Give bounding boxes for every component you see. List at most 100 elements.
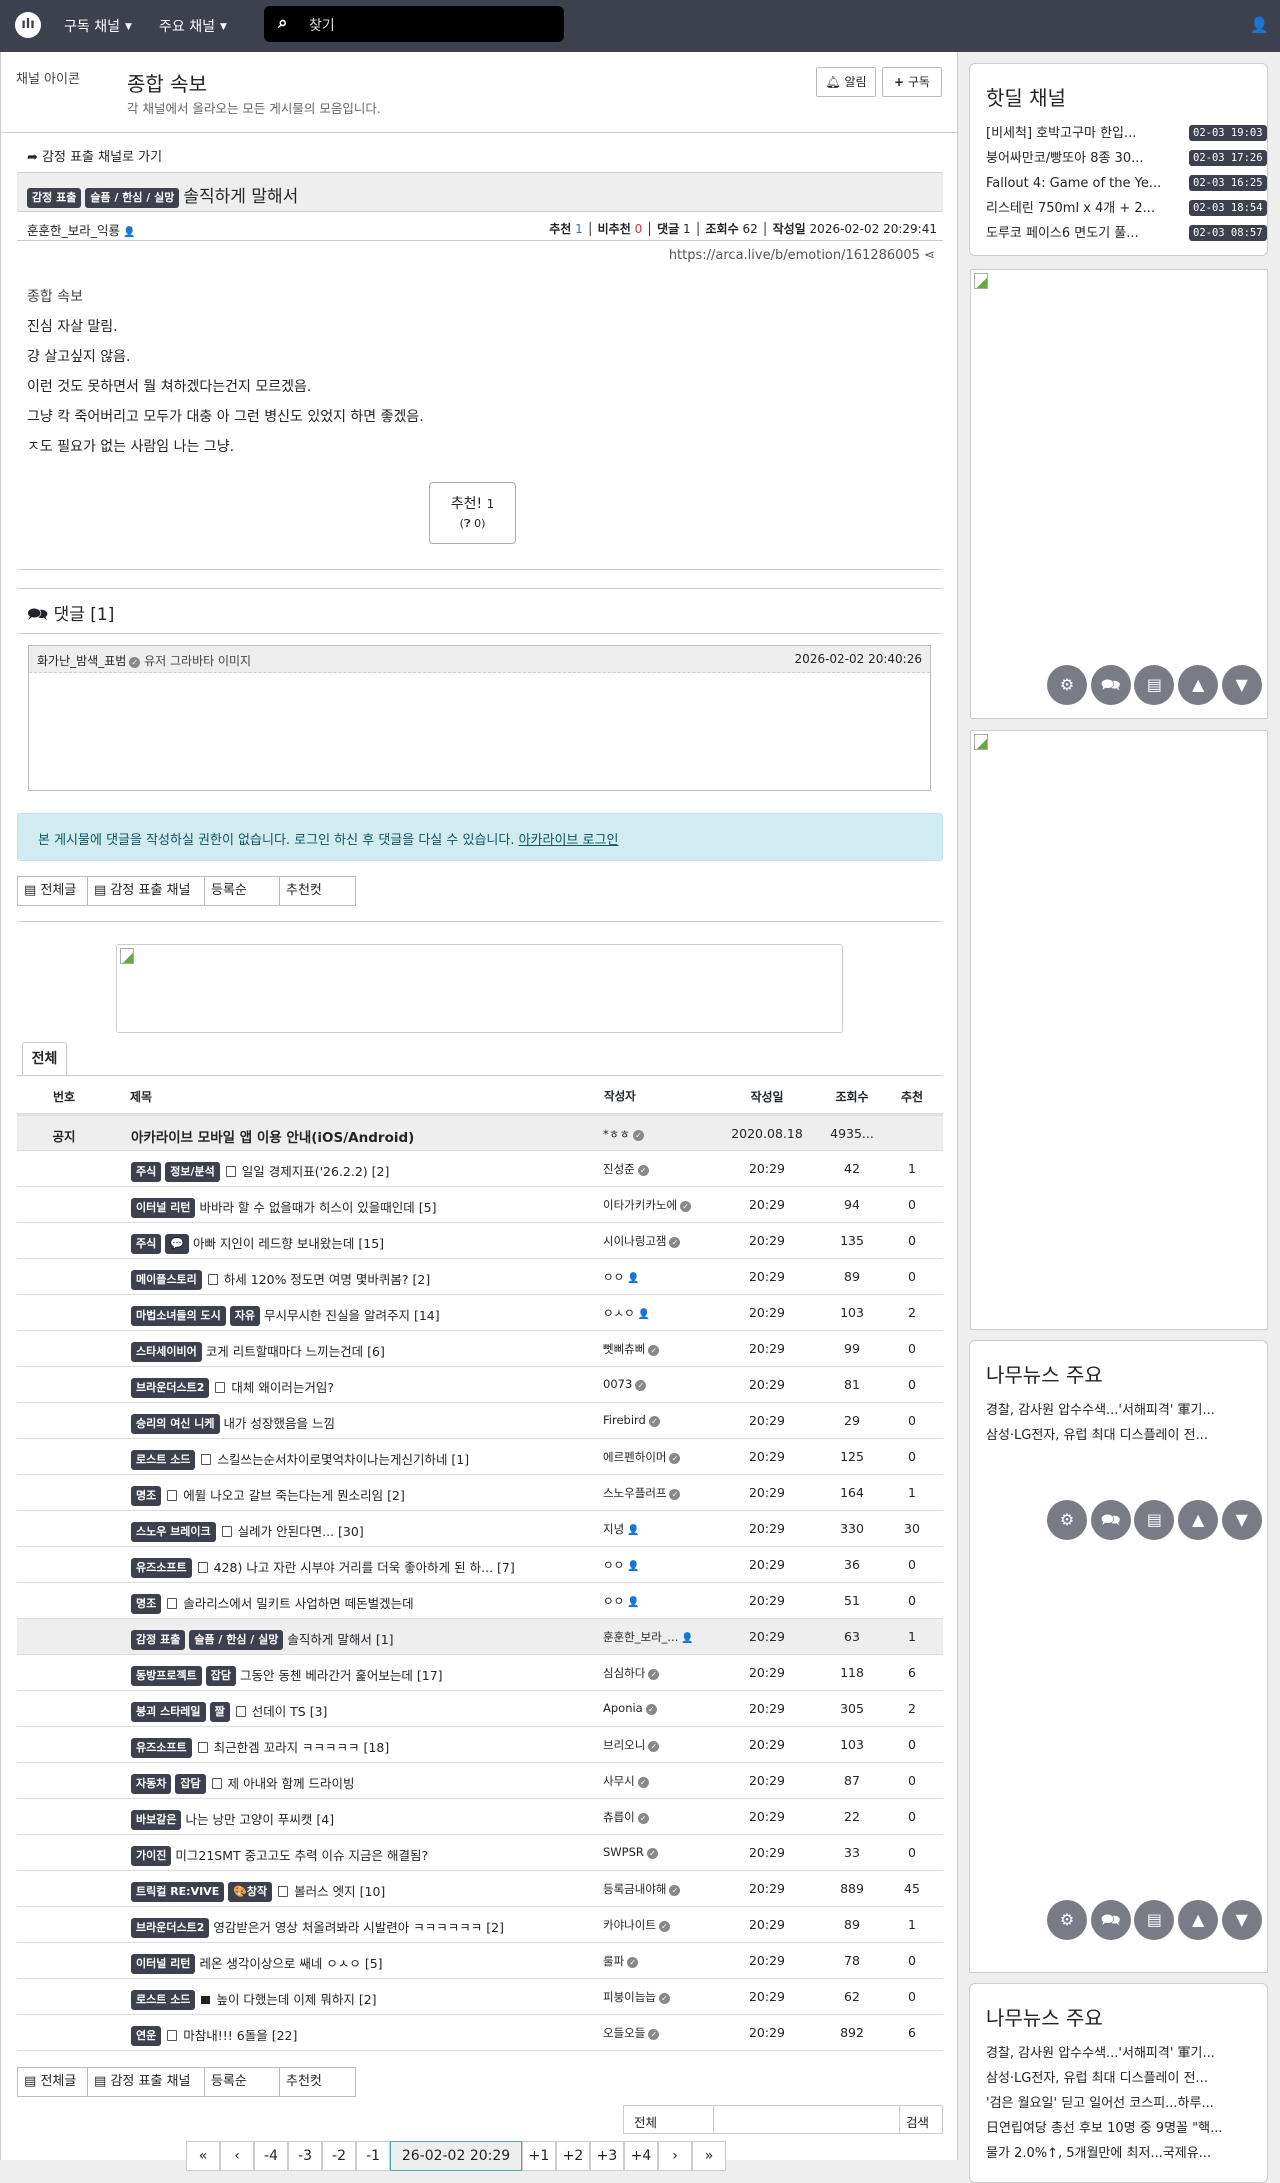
category-badge[interactable]: 자동차	[131, 1774, 172, 1794]
table-row[interactable]: 붕괴 스타레일 짤 선데이 TS [3] Aponia ✓ 20:29 305 2	[17, 1691, 943, 1727]
post-title-cell[interactable]: 브라운더스트2 영감받은거 영상 처올려봐라 시발련아 ㅋㅋㅋㅋㅋㅋ [2]	[131, 1917, 504, 1938]
post-title-cell[interactable]: 마법소녀들의 도시 자유 무시무시한 진실을 알려주지 [14]	[131, 1305, 440, 1326]
page-link[interactable]: -4	[254, 2141, 288, 2171]
category-badge[interactable]: 명조	[131, 1594, 162, 1614]
subscribed-channels-dropdown[interactable]: 구독 채널 ▼	[64, 16, 132, 36]
page-link[interactable]: +4	[624, 2141, 658, 2171]
post-author[interactable]: 룰파 ✓	[603, 1953, 639, 1969]
comments-button[interactable]: 🗪︎	[1090, 665, 1131, 705]
category-badge[interactable]: 트릭컬 RE:VIVE	[131, 1882, 225, 1902]
post-title-cell[interactable]: 주식 정보/분석 일일 경제지표('26.2.2) [2]	[131, 1161, 389, 1182]
post-author[interactable]: 등록금내야해 ✓	[603, 1881, 681, 1897]
post-author[interactable]: 브리오니 ✓	[603, 1737, 660, 1753]
table-row[interactable]: 로스트 소드 높이 다했는데 이제 뭐하지 [2] 피붕이늡늡 ✓ 20:29 62 0	[17, 1979, 943, 2015]
category-badge[interactable]: 연운	[131, 2026, 162, 2046]
page-link[interactable]: »	[692, 2141, 726, 2171]
category-badge[interactable]: 슬픔 / 한심 / 실망	[85, 188, 180, 208]
post-author[interactable]: ㅇㅇ 👤	[603, 1593, 640, 1609]
table-row[interactable]: 명조 솔라리스에서 밀키트 사업하면 떼돈벌겠는데 ㅇㅇ 👤 20:29 51 0	[17, 1583, 943, 1619]
table-row[interactable]: 브라운더스트2 대체 왜이러는거임? 0073 ✓ 20:29 81 0	[17, 1367, 943, 1403]
category-badge[interactable]: 이터널 리턴	[131, 1954, 196, 1974]
category-badge[interactable]: 이터널 리턴	[131, 1198, 196, 1218]
search-keyword-input[interactable]	[714, 2106, 900, 2133]
table-row[interactable]: 이터널 리턴 바바라 할 수 없을때가 히스이 있을때인데 [5] 이타가키카노에 ✓…	[17, 1187, 943, 1223]
post-author[interactable]: 츄릅이 ✓	[603, 1809, 649, 1825]
best-cut-button[interactable]: 추천컷	[280, 877, 355, 905]
category-badge[interactable]: 💬	[165, 1234, 189, 1254]
post-title-cell[interactable]: 연운 마참내!!! 6돌을 [22]	[131, 2025, 297, 2046]
arrow-down-button[interactable]: ▼	[1221, 1500, 1262, 1540]
category-badge[interactable]: 주식	[131, 1234, 162, 1254]
post-title-cell[interactable]: 이터널 리턴 바바라 할 수 없을때가 히스이 있을때인데 [5]	[131, 1197, 437, 1218]
hotdeal-item[interactable]: 붕어싸만코/빵또아 8종 30... 02-03 17:26	[986, 146, 1267, 171]
article-author[interactable]: 훈훈한_보라_익룡 👤	[27, 220, 135, 239]
post-author[interactable]: 진성준 ✓	[603, 1161, 649, 1177]
table-row[interactable]: 트릭컬 RE:VIVE 🎨창작 볼러스 엣지 [10] 등록금내야해 ✓ 20:29 889…	[17, 1871, 943, 1907]
table-row[interactable]: 스타세이비어 코게 리트할때마다 느끼는건데 [6] 뻿삐츄삐 ✓ 20:29 99 0	[17, 1331, 943, 1367]
post-title-cell[interactable]: 자동차 잡담 제 아내와 함께 드라이빙	[131, 1773, 355, 1794]
ad-banner[interactable]	[116, 944, 843, 1033]
tab-all[interactable]: 전체	[22, 1042, 67, 1076]
category-badge[interactable]: 로스트 소드	[131, 1990, 196, 2010]
arrow-up-button[interactable]: ▲	[1178, 1500, 1219, 1540]
post-title-cell[interactable]: 스노우 브레이크 실례가 안된다면... [30]	[131, 1521, 364, 1542]
category-badge[interactable]: 마법소녀들의 도시	[131, 1306, 226, 1326]
hotdeal-item[interactable]: 리스테린 750ml x 4개 + 2... 02-03 18:54	[986, 196, 1267, 221]
post-author[interactable]: 카야나이트 ✓	[603, 1917, 670, 1933]
post-author[interactable]: 0073 ✓	[603, 1377, 647, 1391]
search-input[interactable]: ⌕ 찾기	[264, 6, 564, 42]
major-channels-dropdown[interactable]: 주요 채널 ▼	[159, 16, 227, 36]
category-badge[interactable]: 바보같은	[131, 1810, 182, 1830]
table-row[interactable]: 감정 표출 슬픔 / 한심 / 실망 솔직하게 말해서 [1] 훈훈한_보라_... 👤…	[17, 1619, 943, 1655]
category-badge[interactable]: 감정 표출	[131, 1630, 186, 1650]
category-badge[interactable]: 잡담	[205, 1666, 236, 1686]
post-author[interactable]: 피붕이늡늡 ✓	[603, 1989, 670, 2005]
arrow-down-button[interactable]: ▼	[1221, 1900, 1262, 1940]
arrow-up-button[interactable]: ▲	[1178, 1900, 1219, 1940]
post-title-cell[interactable]: 가이진 미그21SMT 중고고도 추력 이슈 지금은 해결됨?	[131, 1845, 428, 1866]
page-link[interactable]: -1	[356, 2141, 390, 2171]
comments-button[interactable]: 🗪︎	[1090, 1500, 1131, 1540]
news-item[interactable]: '검은 월요일' 딛고 일어선 코스피...하루...	[986, 2096, 1214, 2111]
news-item[interactable]: 日연립여당 총선 후보 10명 중 9명꼴 "핵...	[986, 2121, 1223, 2136]
category-badge[interactable]: 🎨창작	[228, 1882, 273, 1902]
post-author[interactable]: 사무시 ✓	[603, 1773, 649, 1789]
post-author[interactable]: 이타가키카노에 ✓	[603, 1197, 692, 1213]
post-author[interactable]: 지녕 👤	[603, 1521, 640, 1537]
post-title-cell[interactable]: 붕괴 스타레일 짤 선데이 TS [3]	[131, 1701, 327, 1722]
page-link[interactable]: «	[186, 2141, 220, 2171]
news-item[interactable]: 물가 2.0%↑, 5개월만에 최저...국제유...	[986, 2146, 1212, 2161]
table-row[interactable]: 가이진 미그21SMT 중고고도 추력 이슈 지금은 해결됨? SWPSR ✓ 20:2…	[17, 1835, 943, 1871]
table-row[interactable]: 스노우 브레이크 실례가 안된다면... [30] 지녕 👤 20:29 330 30	[17, 1511, 943, 1547]
table-row[interactable]: 자동차 잡담 제 아내와 함께 드라이빙 사무시 ✓ 20:29 87 0	[17, 1763, 943, 1799]
table-row[interactable]: 연운 마참내!!! 6돌을 [22] 오들오들 ✓ 20:29 892 6	[17, 2015, 943, 2051]
category-badge[interactable]: 짤	[209, 1702, 230, 1722]
arrow-up-button[interactable]: ▲	[1178, 665, 1219, 705]
post-title-cell[interactable]: 브라운더스트2 대체 왜이러는거임?	[131, 1377, 334, 1398]
table-row[interactable]: 마법소녀들의 도시 자유 무시무시한 진실을 알려주지 [14] ㅇㅅㅇ 👤 20:29 1…	[17, 1295, 943, 1331]
post-author[interactable]: 스노우플러프 ✓	[603, 1485, 681, 1501]
category-badge[interactable]: 유즈소프트	[131, 1558, 192, 1578]
post-author[interactable]: SWPSR ✓	[603, 1845, 658, 1859]
post-title-cell[interactable]: 명조 에뮐 나오고 갈브 죽는다는게 뭔소리임 [2]	[131, 1485, 405, 1506]
category-badge[interactable]: 명조	[131, 1486, 162, 1506]
list-button[interactable]: ▤	[1134, 1900, 1175, 1940]
table-row[interactable]: 브라운더스트2 영감받은거 영상 처올려봐라 시발련아 ㅋㅋㅋㅋㅋㅋ [2] 카야나…	[17, 1907, 943, 1943]
news-item[interactable]: 삼성·LG전자, 유럽 최대 디스플레이 전...	[986, 2071, 1208, 2086]
notice-title[interactable]: 아카라이브 모바일 앱 이용 안내(iOS/Android)	[131, 1130, 415, 1146]
post-title-cell[interactable]: 동방프로젝트 잡담 그동안 동첸 베라간거 훑어보는데 [17]	[131, 1665, 443, 1686]
category-badge[interactable]: 브라운더스트2	[131, 1918, 210, 1938]
gear-button[interactable]: ⚙	[1047, 1900, 1087, 1940]
alarm-button[interactable]: 🔔︎ 알림	[816, 67, 876, 97]
category-badge[interactable]: 브라운더스트2	[131, 1378, 210, 1398]
category-badge[interactable]: 정보/분석	[165, 1162, 220, 1182]
post-author[interactable]: ㅇㅇ 👤	[603, 1557, 640, 1573]
post-title-cell[interactable]: 명조 솔라리스에서 밀키트 사업하면 떼돈벌겠는데	[131, 1593, 414, 1614]
table-row[interactable]: 승리의 여신 니케 내가 성장했음을 느낌 Firebird ✓ 20:29 29 0	[17, 1403, 943, 1439]
post-author[interactable]: Firebird ✓	[603, 1413, 660, 1427]
category-badge[interactable]: 감정 표출	[27, 188, 82, 208]
post-author[interactable]: 심심하다 ✓	[603, 1665, 660, 1681]
page-link[interactable]: +3	[590, 2141, 624, 2171]
page-link[interactable]: +2	[556, 2141, 590, 2171]
post-title-cell[interactable]: 로스트 소드 스킬쓰는순서차이로몇억차이나는게신기하네 [1]	[131, 1449, 469, 1470]
